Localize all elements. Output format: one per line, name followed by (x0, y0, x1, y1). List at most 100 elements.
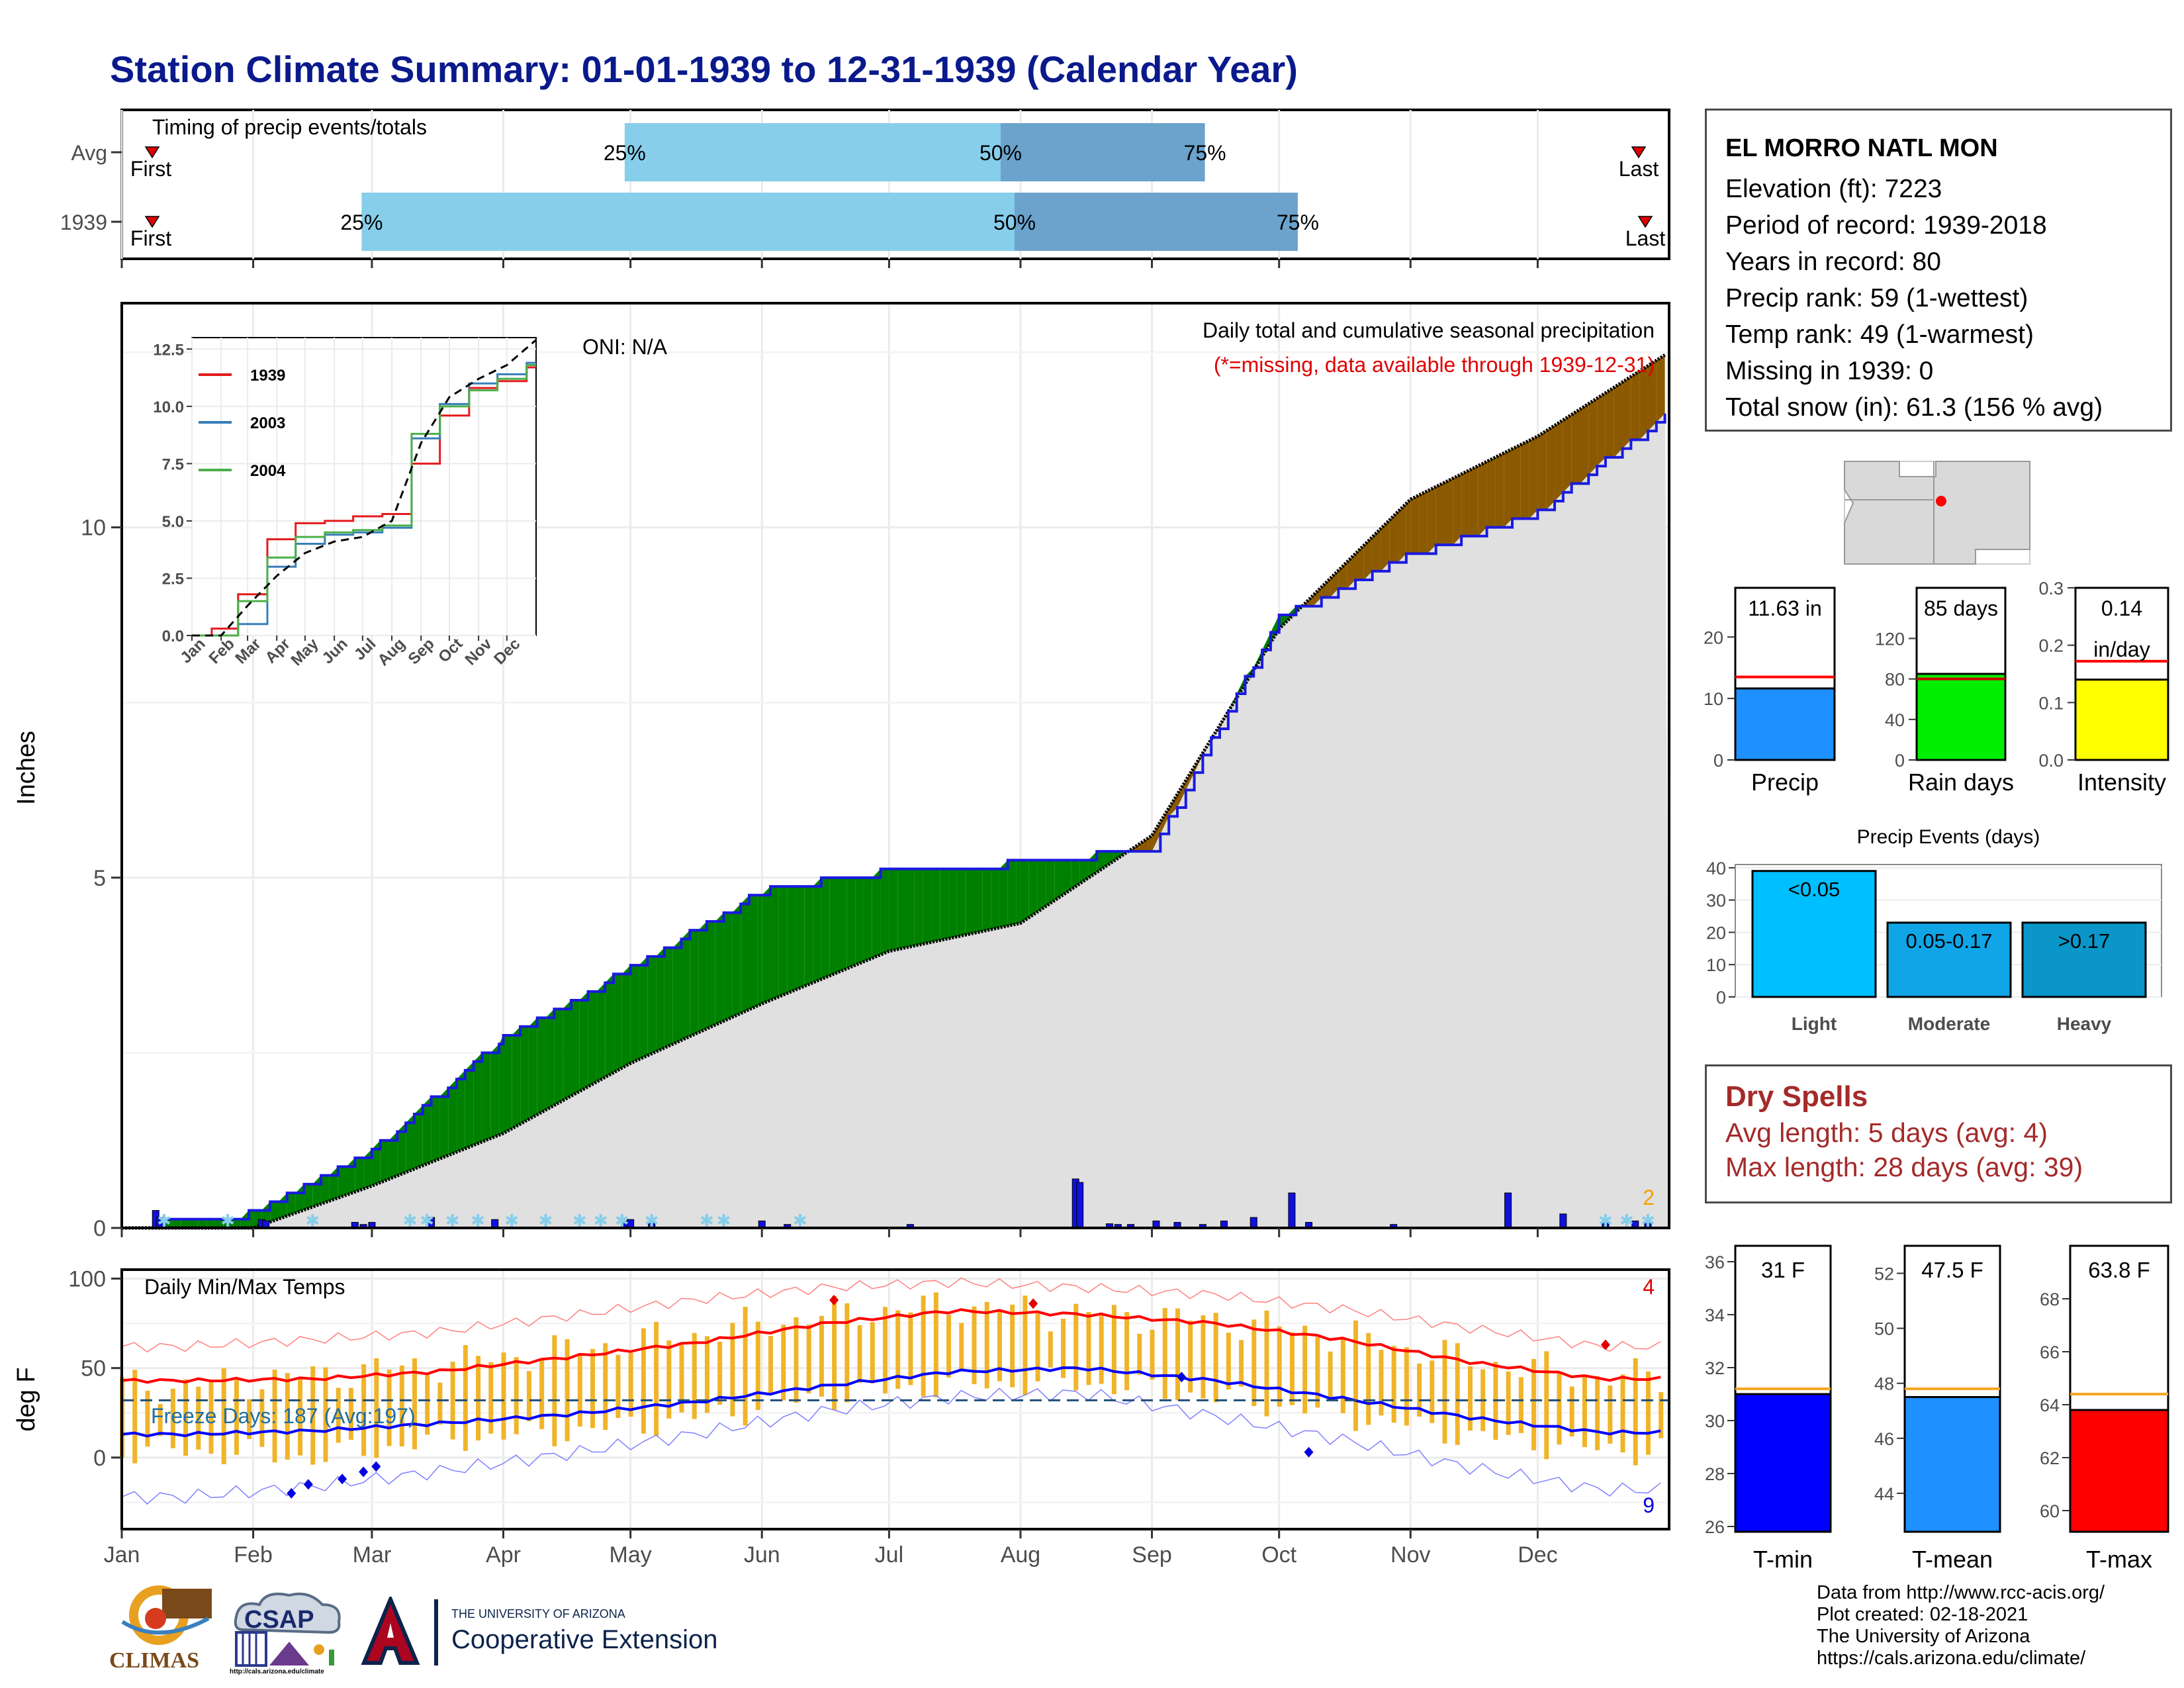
avg-tmin-line (121, 1366, 1661, 1438)
ua-logo (361, 1594, 420, 1669)
wet-fill (355, 1158, 364, 1192)
dry-fill (1495, 453, 1504, 528)
dry-fill (1330, 570, 1339, 598)
wet-fill (570, 1000, 580, 1096)
wet-fill (706, 921, 715, 1029)
daily-temp-bar (1531, 1359, 1537, 1450)
dry-fill (1512, 444, 1521, 519)
daily-temp-bar (1595, 1376, 1600, 1450)
daily-temp-bar (577, 1354, 582, 1427)
wet-fill (821, 877, 830, 980)
daily-temp-bar (1073, 1303, 1079, 1391)
dry-fill (1631, 371, 1640, 440)
temp-sum-y-label: 62 (2040, 1448, 2060, 1468)
wet-fill (1028, 860, 1038, 918)
first-label: First (130, 226, 171, 250)
daily-temp-bar (348, 1387, 353, 1440)
summary-bar-value (1734, 687, 1836, 761)
snow-marker: ✱ (645, 1211, 659, 1231)
daily-temp-bar (1099, 1315, 1104, 1384)
events-y-label: 0 (1716, 988, 1726, 1008)
avg-tmax-line (121, 1308, 1661, 1384)
wet-fill (991, 868, 999, 930)
daily-temp-bar (183, 1379, 189, 1456)
daily-temp-bar (679, 1344, 684, 1413)
wet-fill (698, 921, 707, 1033)
daily-temp-bar (221, 1368, 226, 1464)
dry-fill (1546, 425, 1555, 510)
timing-pct-25: 25% (604, 141, 646, 165)
temp-y-tick-label: 100 (68, 1267, 106, 1292)
wet-fill (164, 1219, 173, 1228)
wet-fill (465, 1061, 474, 1149)
wet-fill (897, 868, 907, 950)
wet-fill (528, 1017, 537, 1119)
wet-fill (172, 1219, 181, 1228)
summary-y-label: 0 (1713, 751, 1723, 771)
timing-pct-50: 50% (979, 141, 1022, 165)
daily-temp-bar (1251, 1319, 1257, 1407)
temp-sum-y-label: 26 (1705, 1517, 1725, 1537)
daily-temp-bar (552, 1335, 557, 1446)
daily-temp-bar (208, 1382, 214, 1454)
wet-fill (490, 1044, 500, 1139)
station-precip-rank: Precip rank: 59 (1-wettest) (1725, 284, 2028, 312)
daily-temp-bar (1226, 1333, 1231, 1389)
station-temp-rank: Temp rank: 49 (1-warmest) (1725, 320, 2034, 349)
daily-temp-bar (1162, 1307, 1167, 1399)
daily-temp-bar (794, 1317, 799, 1403)
temp-y-tick-label: 0 (93, 1446, 106, 1471)
daily-temp-bar (1328, 1351, 1333, 1399)
wet-fill (304, 1184, 313, 1210)
temp-sum-y-label: 34 (1705, 1305, 1725, 1325)
wet-fill (261, 1201, 271, 1225)
temp-sum-y-label: 64 (2040, 1395, 2060, 1415)
daily-temp-bar (1659, 1392, 1664, 1438)
events-bar-label: Heavy (2057, 1013, 2112, 1034)
wet-fill (838, 877, 847, 972)
record-low-marker (371, 1461, 381, 1472)
dry-fill (1372, 528, 1381, 571)
wet-fill (198, 1219, 207, 1228)
precip-corner-count: 2 (1643, 1186, 1655, 1209)
events-bar-range: <0.05 (1788, 878, 1840, 901)
wet-fill (214, 1219, 224, 1228)
wet-fill (647, 956, 657, 1056)
temp-sum-y-label: 32 (1705, 1358, 1725, 1378)
temp-sum-value: 63.8 F (2088, 1258, 2150, 1282)
inset-y-label: 2.5 (162, 570, 184, 588)
daily-temp-bar (1061, 1319, 1066, 1378)
snow-marker: ✱ (445, 1211, 460, 1231)
inset-legend-label: 2004 (250, 462, 286, 480)
daily-temp-bar (654, 1321, 659, 1436)
wet-fill (512, 1026, 521, 1129)
dry-fill (1321, 579, 1330, 598)
daily-temp-bar (387, 1369, 392, 1446)
month-label: Nov (1390, 1542, 1430, 1568)
daily-temp-bar (158, 1403, 163, 1436)
temp-summary-bars: 31 F T-min 26 28 30 32 34 36 47.5 F T-mean 44 46 48 5… (1705, 1244, 2169, 1573)
wet-fill (1046, 860, 1055, 907)
temp-sum-label: T-mean (1912, 1546, 1993, 1573)
wet-fill (974, 868, 983, 933)
temp-sum-y-label: 52 (1874, 1264, 1894, 1284)
dry-fill (1478, 461, 1487, 536)
events-y-label: 10 (1706, 955, 1726, 975)
temp-sum-y-label: 50 (1874, 1319, 1894, 1339)
dry-spells-box: Dry Spells Avg length: 5 days (avg: 4) M… (1705, 1064, 2172, 1203)
wet-fill (473, 1053, 482, 1146)
summary-y-label: 40 (1885, 710, 1905, 730)
temp-sum-label: T-min (1753, 1546, 1813, 1573)
wet-fill (982, 868, 991, 931)
daily-temp-bar (755, 1321, 760, 1411)
snow-marker: ✱ (471, 1211, 485, 1231)
daily-temp-bar (1582, 1376, 1587, 1448)
daily-temp-bar (272, 1370, 277, 1463)
inset-series-line (192, 339, 537, 637)
daily-temp-bar (336, 1387, 341, 1443)
daily-temp-bar (412, 1358, 417, 1450)
wet-fill (545, 1009, 555, 1110)
snow-marker: ✱ (615, 1211, 629, 1231)
temp-ylabel: deg F (13, 1367, 40, 1431)
first-marker (144, 146, 160, 159)
